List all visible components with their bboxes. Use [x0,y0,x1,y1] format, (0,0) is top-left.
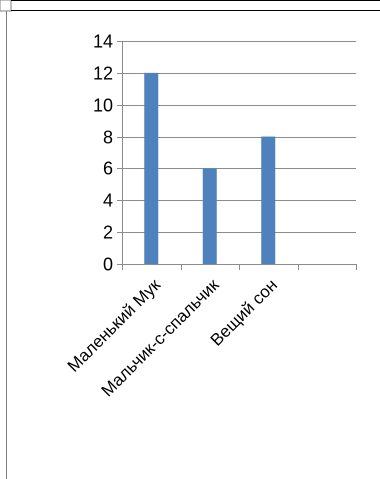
gridlines [122,41,356,233]
y-axis [117,41,123,265]
y-tick-label: 14 [93,32,113,52]
y-tick-label: 0 [103,255,113,275]
bar [144,72,159,264]
y-tick-label: 4 [103,191,113,211]
y-tick-label: 8 [103,128,113,148]
bar [261,136,276,264]
x-category-label: Мальчик-с-спальчик [98,275,223,400]
y-tick-label: 2 [103,223,113,243]
top-left-handle [0,0,12,12]
bar-series [144,72,276,264]
y-tick-label: 6 [103,159,113,179]
y-tick-labels: 0 2 4 6 8 10 12 14 [93,32,113,275]
y-tick-label: 10 [93,96,113,116]
x-axis [122,264,357,270]
bar [202,168,217,264]
y-tick-label: 12 [93,64,113,84]
